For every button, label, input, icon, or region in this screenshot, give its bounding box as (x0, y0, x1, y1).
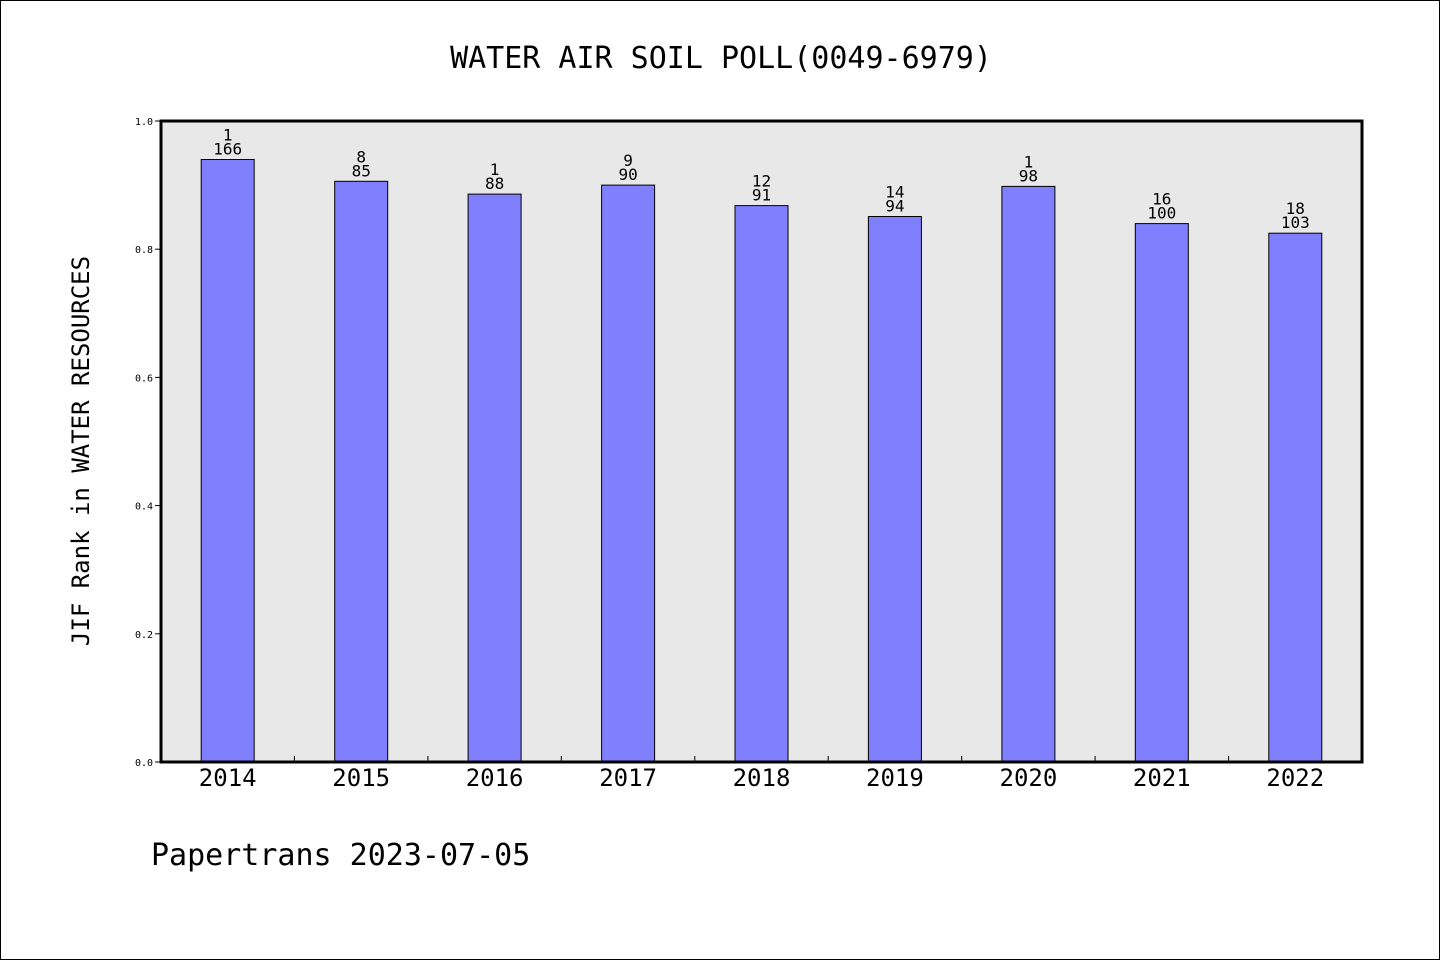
bar-2019 (867, 216, 922, 763)
bar-2016 (467, 193, 522, 763)
y-tick-label-0.2: 0.2 (135, 630, 153, 641)
bar-rank-label-2014: 1 (223, 126, 233, 145)
bar-rank-label-2022: 18 (1286, 199, 1305, 218)
y-tick-label-0.4: 0.4 (135, 502, 153, 513)
bar-rank-label-2015: 8 (356, 147, 366, 166)
x-tick-label-2015: 2015 (332, 764, 390, 792)
x-tick-label-2014: 2014 (199, 764, 257, 792)
y-tick-label-0.0: 0.0 (135, 758, 153, 769)
x-tick-label-2016: 2016 (466, 764, 524, 792)
bar-2021 (1134, 223, 1189, 763)
y-tick-label-0.6: 0.6 (135, 373, 153, 384)
x-tick-label-2022: 2022 (1266, 764, 1324, 792)
bar-2018 (734, 205, 789, 763)
bar-total-label-2020: 98 (1019, 166, 1038, 185)
footer-credit: Papertrans 2023-07-05 (151, 838, 530, 873)
bar-total-label-2016: 88 (485, 174, 504, 193)
bar-total-label-2017: 90 (618, 165, 637, 184)
x-axis: 2014 2015 2016 2017 2018 2019 2020 2021 2022 (199, 756, 1324, 792)
bar-total-label-2022: 103 (1281, 213, 1310, 232)
bar-2020 (1001, 185, 1056, 763)
bar-2014 (200, 159, 255, 763)
y-tick-label-0.8: 0.8 (135, 245, 153, 256)
y-axis-label: JIF Rank in WATER RESOURCES (67, 256, 95, 646)
bar-total-label-2021: 100 (1147, 204, 1176, 223)
bar-total-label-2018: 91 (752, 186, 771, 205)
x-tick-label-2021: 2021 (1133, 764, 1191, 792)
bar-rank-label-2017: 9 (623, 151, 633, 170)
x-tick-label-2017: 2017 (599, 764, 657, 792)
bar-total-label-2015: 85 (352, 161, 371, 180)
x-tick-label-2020: 2020 (1000, 764, 1058, 792)
bar-rank-label-2020: 1 (1024, 152, 1034, 171)
bar-2017 (601, 184, 656, 763)
bar-rank-label-2018: 12 (752, 172, 771, 191)
x-tick-label-2019: 2019 (866, 764, 924, 792)
y-axis: 0.0 0.2 0.4 0.6 0.8 1.0 (135, 117, 161, 769)
bar-2022 (1268, 232, 1323, 763)
bars-group (200, 159, 1323, 763)
bar-rank-label-2016: 1 (490, 160, 500, 179)
bar-rank-label-2021: 16 (1152, 190, 1171, 209)
bar-rank-label-2019: 14 (885, 183, 904, 202)
bar-total-label-2014: 166 (213, 140, 242, 159)
y-tick-label-1.0: 1.0 (135, 117, 153, 128)
bar-total-label-2019: 94 (885, 197, 904, 216)
plot-border (159, 119, 1364, 764)
bar-2015 (334, 180, 389, 763)
x-tick-label-2018: 2018 (733, 764, 791, 792)
chart-title: WATER AIR SOIL POLL(0049-6979) (450, 41, 992, 76)
